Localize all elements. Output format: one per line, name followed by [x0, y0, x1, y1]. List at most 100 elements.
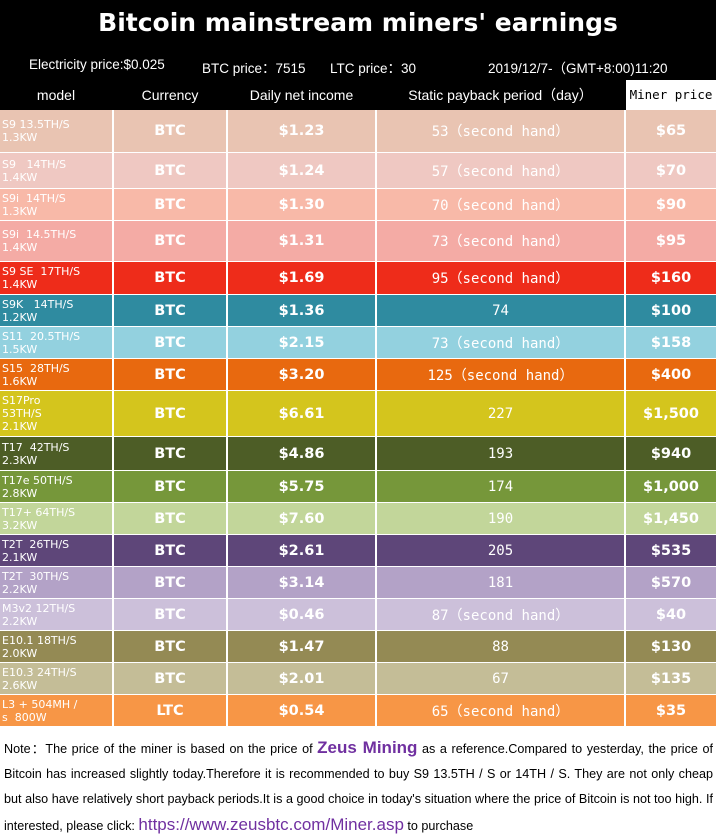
price-cell: $158 [626, 327, 716, 358]
currency-cell: BTC [114, 221, 226, 261]
model-line: L3 + 504MH / [2, 697, 78, 711]
model-line: S9i 14TH/S [2, 191, 66, 205]
btc-price: BTC price：7515 [202, 61, 306, 76]
payback-cell: 74 [377, 295, 624, 326]
price-cell: $160 [626, 262, 716, 294]
price-cell: $570 [626, 567, 716, 598]
payback-cell: 87（second hand） [377, 599, 624, 630]
income-cell: $0.54 [228, 695, 375, 726]
currency-cell: BTC [114, 663, 226, 694]
payback-cell: 73（second hand） [377, 221, 624, 261]
model-line: S9 13.5TH/S [2, 118, 70, 131]
model-cell: S9i 14TH/S 1.3KW [0, 189, 112, 220]
model-line: E10.3 24TH/S [2, 665, 77, 679]
model-cell: E10.3 24TH/S 2.6KW [0, 663, 112, 694]
price-cell: $65 [626, 110, 716, 152]
price-cell: $940 [626, 437, 716, 470]
currency-cell: BTC [114, 189, 226, 220]
model-line: S15 28TH/S [2, 361, 70, 375]
payback-cell: 205 [377, 535, 624, 566]
model-cell: T2T 26TH/S 2.1KW [0, 535, 112, 566]
price-cell: $400 [626, 359, 716, 390]
income-cell: $3.14 [228, 567, 375, 598]
model-line: T17+ 64TH/S [2, 505, 76, 519]
price-cell: $100 [626, 295, 716, 326]
currency-cell: BTC [114, 110, 226, 152]
currency-cell: BTC [114, 567, 226, 598]
note-text: Note：The price of the miner is based on … [4, 742, 318, 756]
payback-cell: 95（second hand） [377, 262, 624, 294]
model-cell: L3 + 504MH / s 800W [0, 695, 112, 726]
model-line: E10.1 18TH/S [2, 633, 77, 647]
model-cell: S9K 14TH/S 1.2KW [0, 295, 112, 326]
currency-cell: BTC [114, 359, 226, 390]
payback-cell: 88 [377, 631, 624, 662]
price-cell: $35 [626, 695, 716, 726]
currency-cell: BTC [114, 295, 226, 326]
model-line: s 800W [2, 710, 47, 724]
model-cell: M3v2 12TH/S 2.2KW [0, 599, 112, 630]
payback-cell: 73（second hand） [377, 327, 624, 358]
currency-cell: BTC [114, 599, 226, 630]
model-cell: S17Pro 53TH/S 2.1KW [0, 391, 112, 436]
brand: Zeus Mining [317, 738, 418, 757]
income-cell: $6.61 [228, 391, 375, 436]
payback-cell: 190 [377, 503, 624, 534]
model-cell: S9 SE 17TH/S 1.4KW [0, 262, 112, 294]
price-cell: $135 [626, 663, 716, 694]
currency-cell: BTC [114, 327, 226, 358]
income-cell: $2.01 [228, 663, 375, 694]
model-cell: S11 20.5TH/S 1.5KW [0, 327, 112, 358]
payback-cell: 70（second hand） [377, 189, 624, 220]
currency-cell: BTC [114, 503, 226, 534]
model-line: 2.2KW [2, 614, 38, 628]
model-line: T2T 30TH/S [2, 569, 70, 583]
payback-cell: 125（second hand） [377, 359, 624, 390]
income-cell: $5.75 [228, 471, 375, 502]
currency-cell: BTC [114, 535, 226, 566]
timestamp: 2019/12/7-（GMT+8:00)11:20 [488, 61, 668, 76]
model-line: T2T 26TH/S [2, 537, 70, 551]
model-cell: T2T 30TH/S 2.2KW [0, 567, 112, 598]
model-line: 2.3KW [2, 453, 38, 467]
column-header: Daily net income [249, 87, 354, 103]
income-cell: $1.69 [228, 262, 375, 294]
model-cell: T17e 50TH/S 2.8KW [0, 471, 112, 502]
currency-cell: LTC [114, 695, 226, 726]
income-cell: $3.20 [228, 359, 375, 390]
note: Note：The price of the miner is based on … [4, 735, 713, 839]
model-line: 3.2KW [2, 518, 38, 532]
model-cell: T17+ 64TH/S 3.2KW [0, 503, 112, 534]
model-line: 1.6KW [2, 374, 38, 388]
column-header: Currency [141, 87, 199, 103]
payback-cell: 227 [377, 391, 624, 436]
price-cell: $90 [626, 189, 716, 220]
model-cell: E10.1 18TH/S 2.0KW [0, 631, 112, 662]
link[interactable]: https://www.zeusbtc.com/Miner.asp [138, 815, 404, 834]
price-cell: $95 [626, 221, 716, 261]
model-line: 2.1KW [2, 550, 38, 564]
model-line: S9 SE 17TH/S [2, 265, 81, 278]
title: Bitcoin mainstream miners' earnings [98, 8, 618, 37]
model-line: M3v2 12TH/S [2, 601, 76, 615]
payback-cell: 57（second hand） [377, 153, 624, 188]
payback-cell: 67 [377, 663, 624, 694]
price-cell: $70 [626, 153, 716, 188]
model-line: 2.1KW [2, 420, 38, 433]
income-cell: $7.60 [228, 503, 375, 534]
payback-cell: 181 [377, 567, 624, 598]
income-cell: $1.24 [228, 153, 375, 188]
price-cell: $130 [626, 631, 716, 662]
price-cell: $40 [626, 599, 716, 630]
income-cell: $1.47 [228, 631, 375, 662]
model-line: 1.3KW [2, 204, 38, 218]
model-line: T17e 50TH/S [2, 473, 73, 487]
model-line: 1.4KW [2, 278, 38, 291]
currency-cell: BTC [114, 153, 226, 188]
payback-cell: 65（second hand） [377, 695, 624, 726]
currency-cell: BTC [114, 631, 226, 662]
column-header: Static payback period（day） [408, 87, 593, 103]
income-cell: $2.61 [228, 535, 375, 566]
model-line: T17 42TH/S [2, 440, 70, 454]
model-line: 1.5KW [2, 342, 38, 356]
